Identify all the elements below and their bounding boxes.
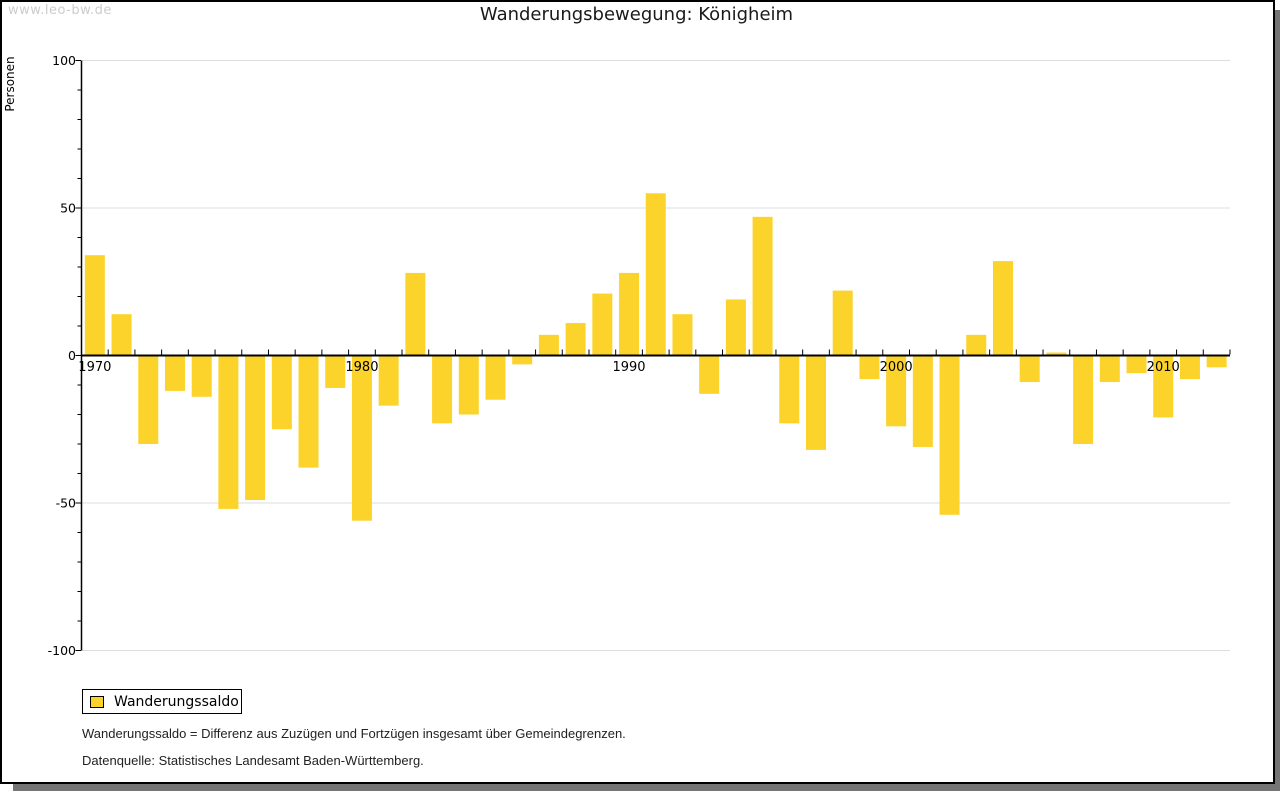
watermark: www.leo-bw.de: [8, 3, 112, 18]
bar-1978: [298, 355, 319, 468]
bar-1992: [672, 314, 693, 356]
bar-2007: [1073, 355, 1094, 444]
x-tick-label-2000: 2000: [880, 360, 913, 375]
x-tick-label-1980: 1980: [345, 360, 378, 375]
y-tick-label-50: 50: [60, 201, 76, 216]
bar-2008: [1099, 355, 1120, 383]
bar-1973: [164, 355, 185, 391]
bar-1977: [271, 355, 292, 430]
bar-1972: [138, 355, 159, 444]
bar-1996: [779, 355, 800, 424]
bar-1990: [619, 272, 640, 356]
bar-1974: [191, 355, 212, 397]
bar-1983: [432, 355, 453, 424]
bar-2012: [1206, 355, 1227, 368]
bar-1986: [512, 355, 533, 365]
bar-2003: [966, 334, 987, 356]
frame-shadow-bottom: [13, 784, 1280, 791]
bar-chart-canvas: 100 50 0 -50 -100 1970 1980 1990 2000 2010: [48, 53, 1231, 658]
bar-2001: [912, 355, 933, 447]
y-tick-label--100: -100: [48, 643, 76, 658]
bar-1976: [245, 355, 266, 501]
bar-1998: [832, 290, 853, 356]
bar-1971: [111, 314, 132, 356]
y-tick-label--50: -50: [56, 496, 76, 511]
bar-1994: [725, 299, 746, 356]
bar-1999: [859, 355, 880, 380]
legend-swatch-wanderungssaldo: [90, 695, 104, 708]
bar-1981: [378, 355, 399, 406]
legend-label: Wanderungssaldo: [114, 693, 239, 710]
y-tick-label-100: 100: [52, 53, 76, 68]
bar-2002: [939, 355, 960, 515]
bar-2000: [886, 355, 907, 427]
bar-1980: [351, 355, 372, 521]
bar-1985: [485, 355, 506, 400]
bar-1993: [699, 355, 720, 394]
x-tick-label-1990: 1990: [612, 360, 645, 375]
bar-1982: [405, 272, 426, 356]
bar-1987: [538, 334, 559, 356]
bar-1979: [325, 355, 346, 388]
source-note: Datenquelle: Statistisches Landesamt Bad…: [82, 753, 424, 768]
bar-1970: [84, 255, 105, 356]
bar-2009: [1126, 355, 1147, 374]
legend: Wanderungssaldo: [82, 689, 242, 714]
bar-1991: [645, 193, 666, 356]
bar-1997: [806, 355, 827, 450]
bar-2004: [992, 261, 1013, 356]
bar-1995: [752, 216, 773, 356]
x-tick-label-2010: 2010: [1147, 360, 1180, 375]
y-tick-label-0: 0: [68, 348, 76, 363]
definition-note: Wanderungssaldo = Differenz aus Zuzügen …: [82, 726, 626, 741]
bar-2011: [1179, 355, 1200, 380]
bar-2005: [1019, 355, 1040, 383]
bar-1988: [565, 323, 586, 356]
bar-2010: [1153, 355, 1174, 418]
chart-title: Wanderungsbewegung: Königheim: [479, 4, 794, 25]
bar-1984: [458, 355, 479, 415]
bar-2006: [1046, 352, 1067, 356]
x-tick-label-1970: 1970: [78, 360, 111, 375]
frame-shadow-right: [1275, 10, 1280, 791]
bar-1989: [592, 293, 613, 356]
bar-1975: [218, 355, 239, 509]
